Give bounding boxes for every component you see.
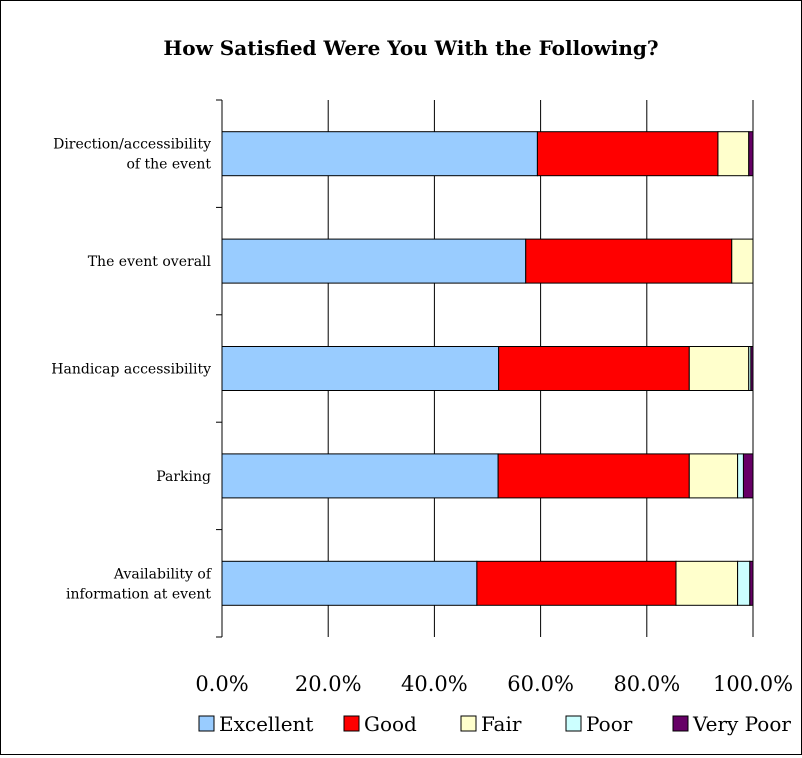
- bar-excellent: [221, 453, 499, 499]
- x-tick-label: 20.0%: [295, 672, 362, 696]
- legend-swatch: [460, 715, 477, 732]
- chart-title: How Satisfied Were You With the Followin…: [163, 36, 658, 60]
- y-tick-label: Handicap accessibility: [51, 362, 211, 378]
- legend-label: Good: [364, 712, 417, 736]
- bar-excellent: [221, 560, 478, 606]
- legend-label: Fair: [481, 712, 522, 736]
- legend-swatch: [198, 715, 215, 732]
- bar-good: [536, 131, 719, 177]
- bar-fair: [731, 238, 754, 284]
- bar-excellent: [221, 346, 500, 391]
- legend: Excellent Good Fair Poor Very Poor: [198, 712, 791, 736]
- y-tick-label: Parking: [156, 469, 211, 485]
- bar-very-poor: [742, 453, 754, 499]
- bar-good: [476, 560, 677, 606]
- x-tick-label: 0.0%: [195, 672, 248, 696]
- legend-swatch: [343, 715, 360, 732]
- bar-fair: [688, 346, 750, 391]
- x-tick-label: 100.0%: [713, 672, 793, 696]
- bar-very-poor: [750, 346, 754, 391]
- x-tick-label: 80.0%: [613, 672, 680, 696]
- y-tick-label: Direction/accessibility of the event: [53, 137, 211, 173]
- legend-swatch: [672, 715, 689, 732]
- bar-fair: [688, 453, 739, 499]
- x-tick-label: 40.0%: [401, 672, 468, 696]
- bar-fair: [675, 560, 739, 606]
- bar-poor: [737, 453, 744, 499]
- legend-label: Very Poor: [692, 712, 791, 736]
- bar-fair: [717, 131, 750, 177]
- bar-very-poor: [748, 131, 754, 177]
- legend-swatch: [565, 715, 582, 732]
- bar-very-poor: [749, 560, 754, 606]
- y-tick-label: The event overall: [88, 254, 212, 270]
- legend-label: Poor: [586, 712, 633, 736]
- legend-label: Excellent: [219, 712, 313, 736]
- y-tick-label: Availability of information at event: [66, 566, 213, 602]
- bar-good: [497, 453, 690, 499]
- x-tick-label: 60.0%: [507, 672, 574, 696]
- y-axis-labels: Direction/accessibility of the event The e…: [51, 137, 213, 603]
- plot-area: [216, 99, 754, 638]
- x-axis-labels: 0.0% 20.0% 40.0% 60.0% 80.0% 100.0%: [195, 672, 793, 696]
- bar-good: [525, 238, 733, 284]
- bar-excellent: [221, 131, 538, 177]
- bar-good: [498, 346, 690, 391]
- bar-excellent: [221, 238, 527, 284]
- bar-poor: [737, 560, 751, 606]
